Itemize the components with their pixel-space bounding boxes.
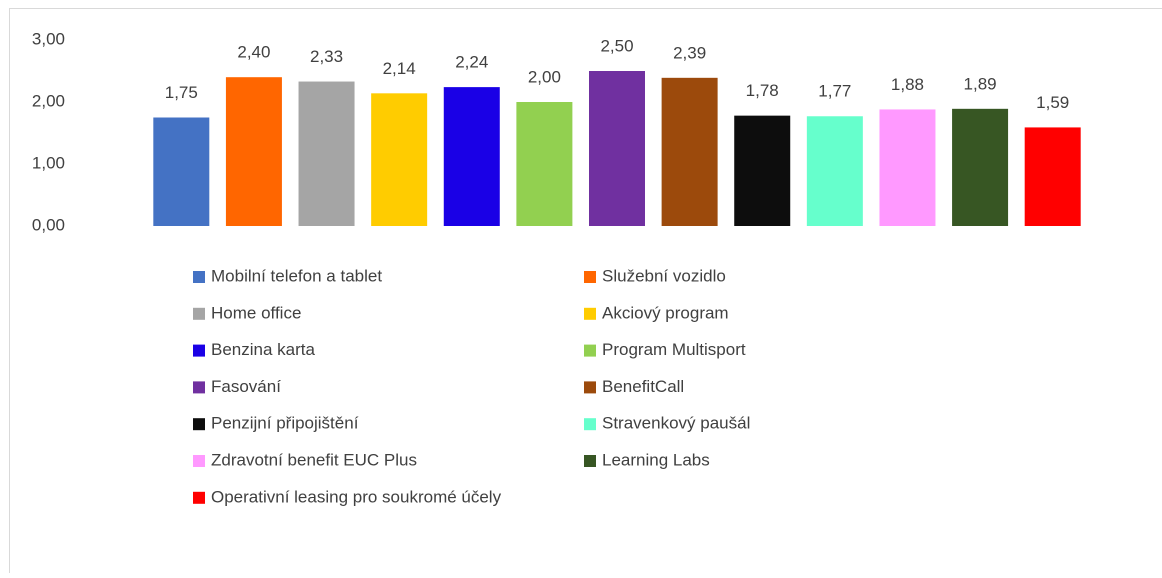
bar [153, 118, 209, 227]
legend-swatch [193, 308, 205, 320]
y-tick-label: 2,00 [32, 91, 65, 110]
legend-label: Fasování [211, 377, 281, 396]
legend-label: Služební vozidlo [602, 266, 726, 285]
legend-swatch [193, 492, 205, 504]
bar [516, 102, 572, 226]
value-label: 2,39 [673, 43, 706, 62]
bar [444, 87, 500, 226]
legend-label: Program Multisport [602, 340, 746, 359]
legend-swatch [193, 271, 205, 283]
legend-label: Home office [211, 303, 301, 322]
legend-swatch [193, 381, 205, 393]
value-label: 2,33 [310, 47, 343, 66]
legend-swatch [193, 418, 205, 430]
value-label: 1,78 [746, 81, 779, 100]
value-label: 2,24 [455, 53, 488, 72]
value-label: 1,75 [165, 83, 198, 102]
bar [807, 116, 863, 226]
legend-label: Akciový program [602, 303, 729, 322]
bar [226, 77, 282, 226]
bar [734, 116, 790, 226]
bar [589, 71, 645, 226]
legend-label: Mobilní telefon a tablet [211, 266, 382, 285]
value-label: 2,40 [237, 43, 270, 62]
legend-label: Penzijní připojištění [211, 414, 359, 433]
legend-label: Zdravotní benefit EUC Plus [211, 450, 417, 469]
bar [662, 78, 718, 226]
legend-swatch [584, 271, 596, 283]
y-tick-label: 0,00 [32, 215, 65, 234]
legend-swatch [193, 455, 205, 467]
legend-label: Stravenkový paušál [602, 414, 750, 433]
value-label: 1,89 [964, 74, 997, 93]
value-label: 2,00 [528, 67, 561, 86]
legend-swatch [584, 381, 596, 393]
legend-swatch [584, 345, 596, 357]
value-label: 1,88 [891, 75, 924, 94]
value-label: 2,50 [600, 36, 633, 55]
legend-label: Benzina karta [211, 340, 315, 359]
legend-swatch [193, 345, 205, 357]
value-label: 1,77 [818, 82, 851, 101]
bar [371, 93, 427, 226]
legend-label: Operativní leasing pro soukromé účely [211, 487, 502, 506]
legend-swatch [584, 418, 596, 430]
bar [1025, 127, 1081, 226]
value-label: 2,14 [383, 59, 416, 78]
y-tick-label: 3,00 [32, 29, 65, 48]
legend-label: BenefitCall [602, 377, 684, 396]
bar [952, 109, 1008, 226]
value-label: 1,59 [1036, 93, 1069, 112]
bar [879, 109, 935, 226]
legend-swatch [584, 308, 596, 320]
legend-swatch [584, 455, 596, 467]
bar [299, 82, 355, 226]
y-tick-label: 1,00 [32, 153, 65, 172]
legend-label: Learning Labs [602, 450, 710, 469]
